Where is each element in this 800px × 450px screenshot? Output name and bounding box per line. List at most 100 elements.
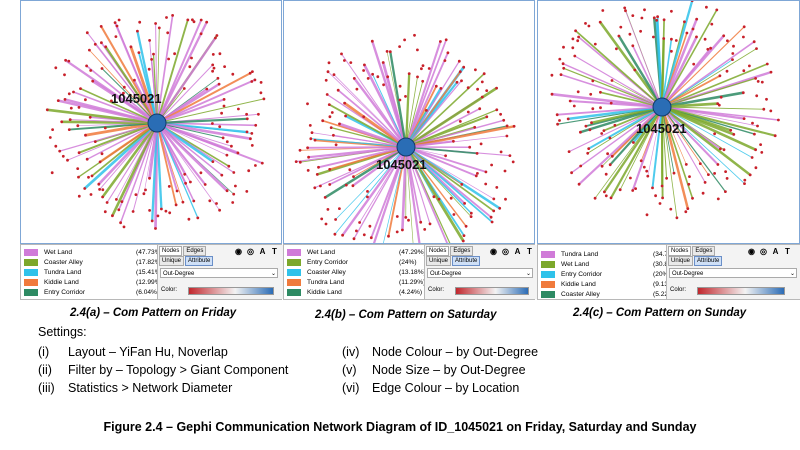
tab-edges[interactable]: Edges	[183, 246, 207, 256]
peripheral-node	[173, 52, 177, 56]
tab-unique[interactable]: Unique	[426, 256, 452, 266]
peripheral-node	[376, 75, 380, 79]
label-color-icon[interactable]: A	[259, 247, 266, 256]
tab-nodes[interactable]: Nodes	[159, 246, 183, 256]
attribute-dropdown[interactable]: Out-Degree ⌄	[160, 268, 278, 278]
hub-node[interactable]	[652, 97, 672, 117]
tab-attribute[interactable]: Attribute	[185, 256, 214, 266]
setting-number: (v)	[342, 363, 357, 377]
network-svg: 1045021	[550, 1, 780, 220]
palette-icon[interactable]: ◉	[235, 247, 242, 256]
legend-row: Kiddie Land (12.99%	[24, 277, 161, 287]
peripheral-node	[54, 144, 58, 148]
appearance-toolbar: Nodes Edges ◉ ◎ A T Unique Attribute Out-Degr…	[157, 245, 284, 299]
color-ramp[interactable]	[697, 287, 785, 295]
peripheral-node	[555, 113, 559, 117]
peripheral-node	[686, 207, 690, 211]
hub-node[interactable]	[396, 137, 416, 157]
peripheral-node	[370, 39, 374, 43]
tab-attribute[interactable]: Attribute	[452, 256, 481, 266]
peripheral-node	[419, 220, 423, 224]
peripheral-node	[245, 112, 249, 116]
peripheral-node	[326, 208, 330, 211]
peripheral-node	[588, 128, 592, 132]
peripheral-node	[460, 79, 463, 83]
peripheral-node	[726, 39, 729, 43]
edge	[661, 106, 764, 110]
peripheral-node	[742, 117, 746, 120]
peripheral-node	[691, 27, 695, 31]
peripheral-node	[731, 52, 735, 55]
edge	[557, 106, 663, 116]
label-size-icon[interactable]: T	[527, 247, 532, 256]
network-graph[interactable]: 1045021	[537, 0, 800, 244]
size-icon[interactable]: ◎	[502, 247, 509, 256]
hub-node[interactable]	[147, 113, 167, 133]
legend-row: Wet Land(30.87%)	[541, 259, 680, 269]
legend-row: Wet Land (47.73%	[24, 247, 161, 257]
legend-percent: (12.99%	[136, 278, 161, 286]
label-size-icon[interactable]: T	[272, 247, 277, 256]
tab-edges[interactable]: Edges	[692, 246, 716, 256]
legend-name: Wet Land	[307, 248, 336, 256]
edge	[85, 121, 158, 137]
peripheral-node	[742, 69, 746, 73]
edge	[156, 121, 214, 163]
tab-attribute[interactable]: Attribute	[694, 256, 723, 266]
size-icon[interactable]: ◎	[760, 247, 767, 256]
edge	[404, 146, 421, 243]
size-icon[interactable]: ◎	[247, 247, 254, 256]
peripheral-node	[218, 52, 222, 56]
peripheral-node	[328, 168, 332, 171]
peripheral-node	[571, 46, 575, 50]
legend-name: Wet Land	[561, 260, 590, 268]
peripheral-node	[466, 110, 470, 114]
legend-percent: (9.13%)	[653, 280, 677, 288]
edge	[307, 146, 407, 149]
peripheral-node	[499, 150, 503, 154]
palette-icon[interactable]: ◉	[490, 247, 497, 256]
tab-edges[interactable]: Edges	[450, 246, 474, 256]
peripheral-node	[437, 197, 441, 201]
peripheral-node	[480, 80, 484, 84]
label-color-icon[interactable]: A	[514, 247, 521, 256]
peripheral-node	[371, 72, 374, 76]
attribute-dropdown[interactable]: Out-Degree ⌄	[427, 268, 533, 278]
peripheral-node	[754, 166, 758, 170]
palette-icon[interactable]: ◉	[748, 247, 755, 256]
peripheral-node	[89, 193, 93, 196]
legend-swatch	[24, 268, 38, 276]
edge	[661, 41, 755, 108]
peripheral-node	[232, 192, 236, 196]
tab-nodes[interactable]: Nodes	[426, 246, 450, 256]
legend-percent: (24%)	[399, 258, 417, 266]
peripheral-node	[608, 163, 612, 167]
peripheral-node	[142, 192, 146, 196]
peripheral-node	[137, 51, 141, 54]
color-ramp[interactable]	[455, 287, 529, 295]
peripheral-node	[724, 190, 727, 194]
peripheral-node	[381, 61, 385, 64]
edge	[632, 45, 663, 108]
label-color-icon[interactable]: A	[772, 247, 779, 256]
tab-unique[interactable]: Unique	[668, 256, 694, 266]
edge	[156, 98, 265, 124]
tab-nodes[interactable]: Nodes	[668, 246, 692, 256]
peripheral-node	[624, 9, 627, 13]
peripheral-node	[698, 162, 702, 166]
peripheral-node	[56, 99, 60, 102]
peripheral-node	[645, 213, 649, 217]
network-graph[interactable]: 1045021	[20, 0, 282, 244]
tab-unique[interactable]: Unique	[159, 256, 185, 266]
attribute-dropdown[interactable]: Out-Degree ⌄	[669, 268, 797, 278]
label-size-icon[interactable]: T	[785, 247, 790, 256]
peripheral-node	[192, 20, 196, 24]
network-graph[interactable]: 1045021	[283, 0, 535, 244]
legend: Wet Land (47.29%) Entry Corridor (24%) Coa…	[283, 244, 537, 300]
peripheral-node	[150, 219, 154, 223]
color-ramp[interactable]	[188, 287, 274, 295]
peripheral-node	[234, 184, 237, 188]
peripheral-node	[196, 216, 200, 220]
edge	[80, 87, 158, 124]
peripheral-node	[584, 22, 587, 25]
